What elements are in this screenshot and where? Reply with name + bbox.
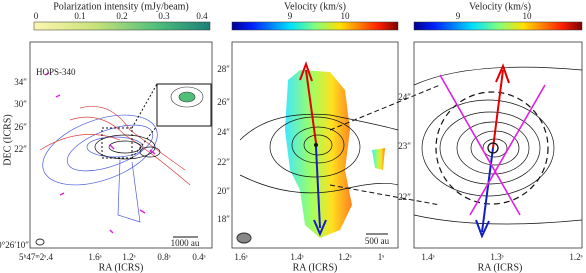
colorbar-tick: 10 — [341, 11, 351, 21]
x-tick-label: 0.8ˢ — [157, 252, 170, 262]
contours — [239, 114, 399, 194]
y-tick-label: 28″ — [217, 64, 230, 74]
zoom-line — [131, 125, 158, 159]
outflow-red — [305, 69, 317, 144]
x-tick-label: 1.6ˢ — [88, 252, 101, 262]
zoom-box — [101, 127, 133, 159]
y-tick-label: 30″ — [14, 99, 27, 109]
y-tick-label: 18″ — [217, 214, 230, 224]
outflow-blue — [481, 147, 494, 233]
arrowhead — [475, 219, 490, 239]
y-tick-label: 23″ — [398, 141, 411, 151]
y-tick-label: 26″ — [217, 97, 230, 107]
outflow-blue — [315, 146, 321, 229]
colorbar-tick: 0.3 — [158, 11, 170, 21]
colorbar-tick: 9 — [288, 11, 293, 21]
colorbar — [231, 21, 399, 31]
x-axis-label: RA (ICRS) — [293, 262, 338, 273]
y-tick-label: 22″ — [217, 157, 230, 167]
plot-area — [231, 41, 399, 249]
x-tick-label: 1.2ˢ — [122, 252, 135, 262]
inset-source — [178, 91, 196, 103]
zoom-line — [131, 83, 158, 129]
polarization-vectors — [44, 72, 156, 234]
x-axis-label: RA (ICRS) — [478, 262, 523, 273]
x-tick-label: 1.4ˢ — [290, 252, 303, 262]
colorbar-tick: 0.1 — [74, 11, 85, 21]
inset-contour — [170, 86, 204, 108]
x-tick-label: 1.2ˢ — [569, 252, 582, 262]
beam — [236, 232, 252, 244]
x-tick-label: 1.2ˢ — [338, 252, 351, 262]
y-tick-label: 34″ — [14, 77, 27, 87]
colorbar — [33, 21, 211, 31]
scale-bar-label: 500 au — [365, 236, 390, 246]
x-tick-label: 0.4ˢ — [192, 252, 205, 262]
contours — [39, 106, 191, 223]
x-tick-label: 1.3ˢ — [490, 252, 503, 262]
source — [487, 142, 499, 154]
x-tick-label: 5ʰ47ᵐ2ˢ.4 — [19, 252, 53, 262]
y-tick-label: 26″ — [14, 122, 27, 132]
y-tick-label: 24″ — [217, 127, 230, 137]
arrowhead — [495, 63, 510, 84]
plot-area — [29, 41, 213, 249]
beam — [35, 238, 45, 246]
source-label: HOPS-340 — [36, 67, 76, 77]
colorbar-tick: 0 — [34, 11, 39, 21]
colorbar — [413, 21, 583, 31]
panel-3: Velocity (km/s) 9 10 1.4ˢ 1.3ˢ 1.2ˢ RA (… — [398, 1, 582, 273]
colorbar-label: Velocity (km/s) — [469, 1, 531, 12]
colorbar-tick: 9 — [456, 11, 461, 21]
colorbar-tick: 0.4 — [196, 11, 208, 21]
outflow-red — [492, 69, 504, 149]
magnetic-field — [439, 74, 521, 216]
arrowhead — [313, 219, 327, 237]
y-tick-label: 0°26′10″ — [0, 240, 29, 250]
velocity-map — [372, 148, 385, 170]
inset — [156, 83, 212, 127]
zoom-line — [329, 184, 441, 206]
x-axis-label: RA (ICRS) — [99, 262, 144, 273]
velocity-map — [285, 70, 352, 238]
panel-2: Velocity (km/s) 9 10 500 au 1.6ˢ 1.4ˢ 1.… — [217, 1, 399, 273]
colorbar-label: Polarization intensity (mJy/beam) — [53, 1, 189, 12]
y-tick-label: 22″ — [398, 192, 411, 202]
magnetic-field — [469, 84, 546, 216]
arrowhead — [299, 61, 313, 82]
x-tick-label: 1ˢ — [378, 252, 385, 262]
y-tick-label: 20″ — [217, 186, 230, 196]
panel-1: Polarization intensity (mJy/beam) 0 0.1 … — [0, 1, 213, 273]
scale-bar-label: 1000 au — [171, 238, 200, 248]
y-axis-label: DEC (ICRS) — [2, 114, 13, 165]
x-tick-label: 1.4ˢ — [421, 252, 434, 262]
colorbar-label: Velocity (km/s) — [284, 1, 346, 12]
colorbar-tick: 0.2 — [116, 11, 127, 21]
y-tick-label: 22″ — [14, 144, 27, 154]
y-tick-label: 24″ — [398, 92, 411, 102]
zoom-line — [329, 84, 441, 131]
contours — [413, 66, 583, 225]
source — [314, 143, 318, 147]
zoom-circle — [435, 91, 549, 205]
colorbar-tick: 10 — [523, 11, 533, 21]
x-tick-label: 1.6ˢ — [234, 252, 247, 262]
velocity-map — [413, 41, 583, 249]
